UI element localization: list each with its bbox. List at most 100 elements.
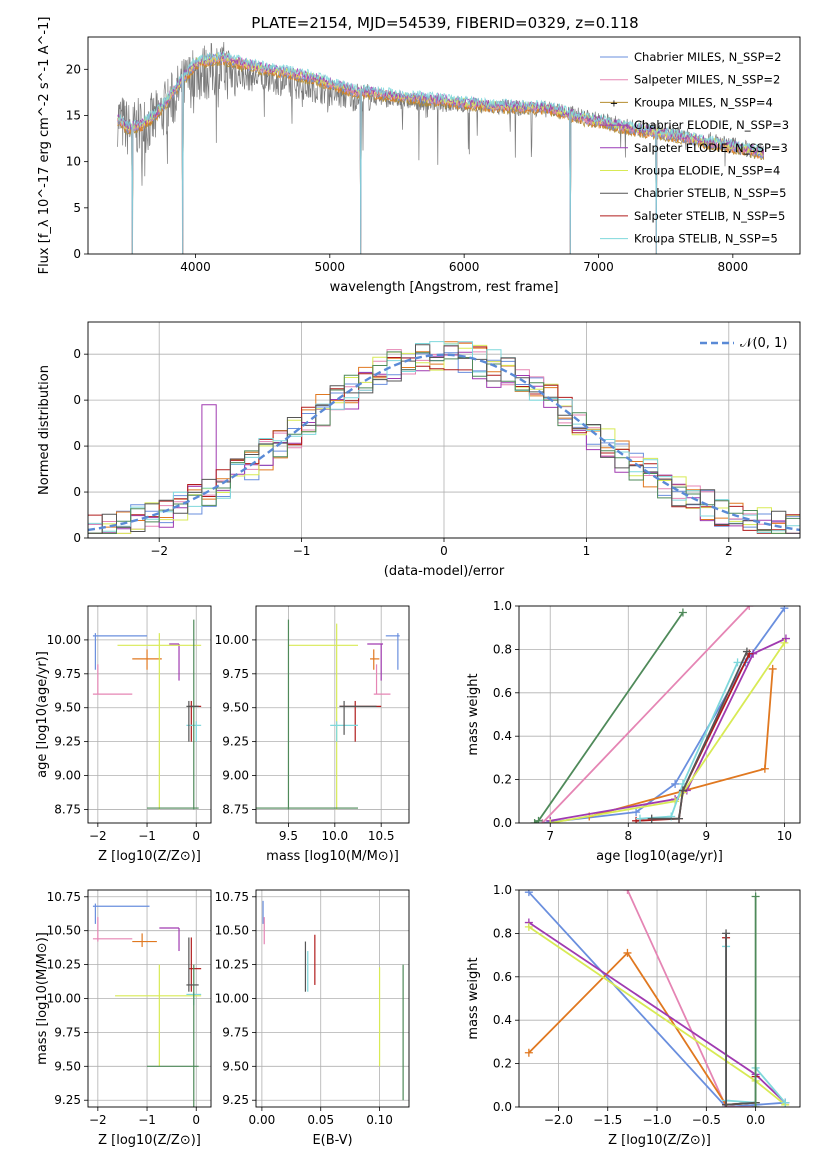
y-tick-label: 10.25 — [215, 958, 249, 972]
legend-label: Chabrier STELIB, N_SSP=5 — [634, 186, 786, 200]
y-tick-label: 10.75 — [215, 890, 249, 904]
errorbar-point — [169, 643, 180, 681]
weight-series-line — [528, 951, 756, 1106]
errorbar-point — [132, 649, 162, 670]
weight-series-line — [651, 651, 748, 820]
errorbar-point — [367, 643, 384, 681]
weight-point-marker — [647, 814, 656, 823]
plot-area-weight_vs_Z — [524, 890, 790, 1107]
errorbar-point — [186, 700, 199, 742]
x-tick-label: 8000 — [718, 260, 749, 274]
weight-series-line — [639, 662, 739, 820]
x-tick-label: 0.05 — [307, 1113, 334, 1127]
axes-age_vs_mass: 9.5 10.0 10.5 8.75 9.00 9.25 9.50 9.75 10.00 mass… — [215, 605, 410, 864]
weight-series-line — [725, 933, 756, 1106]
x-tick-label: −1 — [293, 544, 311, 558]
weight-point-marker — [742, 647, 751, 656]
y-tick-label: 0.2 — [493, 773, 512, 787]
legend-label: Chabrier ELODIE, N_SSP=3 — [634, 118, 789, 132]
plot-area-spectrum — [117, 41, 765, 254]
legend-label: Kroupa MILES, N_SSP=4 — [634, 95, 773, 109]
y-tick-label: 0 — [73, 347, 81, 361]
weight-point-marker — [635, 814, 644, 823]
x-tick-label: 0.00 — [249, 1113, 276, 1127]
y-tick-label: 1.0 — [493, 599, 512, 613]
y-tick-label: 1.0 — [493, 883, 512, 897]
x-tick-label: −1.0 — [642, 1113, 671, 1127]
x-tick-label: 0 — [440, 544, 448, 558]
x-tick-label: 0.0 — [746, 1113, 765, 1127]
axes-residuals: −2 −1 0 1 2 0 0 0 0 0 (data-model)/error Normed dis… — [37, 321, 801, 579]
axes-frame — [518, 889, 801, 1108]
y-tick-label: 10.00 — [215, 992, 249, 1006]
errorbar-point — [339, 700, 382, 742]
weight-point-marker — [671, 779, 680, 788]
y-tick-label: 9.75 — [54, 1025, 81, 1039]
y-tick-label: 15 — [66, 108, 81, 122]
weight-point-marker — [623, 890, 632, 894]
errorbar-point — [288, 623, 358, 810]
y-tick-label: 0.8 — [493, 642, 512, 656]
y-tick-label: 0 — [73, 531, 81, 545]
x-tick-label: 10.0 — [321, 829, 348, 843]
weight-series-line — [626, 890, 756, 1107]
x-tick-label: 9 — [703, 829, 711, 843]
errorbar-point — [188, 937, 202, 992]
x-tick-label: 1 — [583, 544, 591, 558]
x-tick-label: −2 — [89, 829, 107, 843]
x-axis-label: (data-model)/error — [384, 564, 505, 579]
histogram-series — [88, 341, 800, 534]
weight-series-line — [550, 637, 787, 822]
axes-mass_vs_EBV: 0.00 0.05 0.10 9.25 9.50 9.75 10.00 10.25 10.50 1… — [215, 889, 410, 1148]
axes-weight_vs_Z: −2.0 −1.5 −1.0 −0.5 0.0 0.0 0.2 0.4 0.6 0.8 1.0 Z [… — [466, 883, 801, 1148]
x-tick-label: −1 — [138, 829, 156, 843]
weight-point-marker — [745, 606, 754, 610]
y-tick-label: 0.4 — [493, 729, 512, 743]
y-tick-label: 9.50 — [54, 701, 81, 715]
axes-spectrum: 4000 5000 6000 7000 8000 0 5 10 15 20 wavelength [… — [37, 17, 801, 295]
x-tick-label: −2 — [150, 544, 168, 558]
x-tick-label: −0.5 — [692, 1113, 721, 1127]
errorbar-point — [147, 619, 199, 810]
y-axis-label: mass [log10(M/M⊙)] — [35, 932, 50, 1065]
plot-area-mass_vs_EBV — [262, 900, 404, 1101]
x-tick-label: 7000 — [583, 260, 614, 274]
x-tick-label: −1.5 — [593, 1113, 622, 1127]
weight-point-marker — [524, 890, 533, 897]
weight-point-marker — [781, 1098, 790, 1107]
y-tick-label: 9.75 — [54, 667, 81, 681]
x-tick-label: 8 — [624, 829, 632, 843]
legend-marker: + — [610, 98, 618, 109]
y-axis-label: Flux [f_λ 10^-17 erg cm^-2 s^-1 A^-1] — [37, 17, 52, 275]
x-tick-label: −1 — [138, 1113, 156, 1127]
errorbar-point — [186, 937, 199, 992]
y-tick-label: 9.50 — [222, 1059, 249, 1073]
axes-frame — [255, 889, 410, 1108]
weight-point-marker — [751, 1103, 760, 1107]
errorbar-point — [370, 649, 380, 670]
errorbar-point — [385, 633, 400, 670]
x-tick-label: 4000 — [180, 260, 211, 274]
axes-weight_vs_age: 7 8 9 10 0.0 0.2 0.4 0.6 0.8 1.0 age [log10(age/yr… — [466, 599, 801, 864]
weight-point-marker — [534, 816, 543, 823]
histogram-series — [88, 351, 800, 534]
figure-title: PLATE=2154, MJD=54539, FIBERID=0329, z=0… — [251, 14, 638, 32]
y-tick-label: 9.25 — [54, 1093, 81, 1107]
weight-series-line — [528, 891, 786, 1107]
y-tick-label: 10.00 — [47, 633, 81, 647]
weight-series-line — [541, 606, 750, 823]
x-tick-label: 0 — [192, 829, 200, 843]
y-tick-label: 10.50 — [215, 924, 249, 938]
y-tick-label: 0 — [73, 247, 81, 261]
histogram-series — [88, 346, 800, 534]
weight-point-marker — [768, 664, 777, 673]
legend-label: Chabrier MILES, N_SSP=2 — [634, 50, 781, 64]
y-axis-label: Normed distribution — [37, 365, 52, 495]
axes-frame — [87, 36, 801, 255]
weight-point-marker — [733, 658, 742, 667]
y-tick-label: 0 — [73, 439, 81, 453]
x-tick-label: 9.5 — [279, 829, 298, 843]
y-axis-label: mass weight — [466, 673, 481, 755]
weight-point-marker — [678, 608, 687, 617]
y-tick-label: 10.75 — [47, 890, 81, 904]
